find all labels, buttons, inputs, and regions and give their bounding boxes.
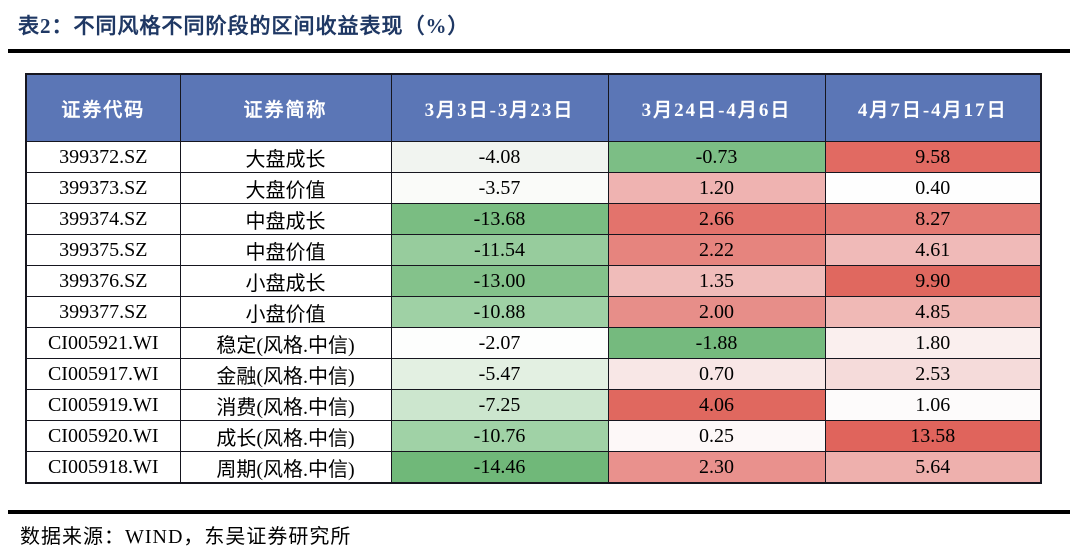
title-divider bbox=[8, 49, 1070, 53]
return-value-cell: 1.35 bbox=[607, 265, 826, 297]
security-name: 金融(风格.中信) bbox=[179, 358, 392, 390]
return-value-cell: 5.64 bbox=[824, 451, 1042, 484]
return-value-cell: 2.22 bbox=[607, 234, 826, 266]
security-code: 399375.SZ bbox=[25, 234, 181, 266]
security-code: 399372.SZ bbox=[25, 141, 181, 173]
return-value-cell: -13.00 bbox=[390, 265, 609, 297]
return-value-cell: -2.07 bbox=[390, 327, 609, 359]
return-value-cell: 1.80 bbox=[824, 327, 1042, 359]
data-source: 数据来源：WIND，东吴证券研究所 bbox=[20, 526, 352, 548]
returns-table: 证券代码 证券简称 3月3日-3月23日 3月24日-4月6日 4月7日-4月17日 3… bbox=[25, 73, 1042, 484]
security-name: 小盘价值 bbox=[179, 296, 392, 328]
table-row: 399374.SZ 中盘成长 -13.68 2.66 8.27 bbox=[25, 203, 1042, 235]
table-row: 399376.SZ 小盘成长 -13.00 1.35 9.90 bbox=[25, 265, 1042, 297]
return-value-cell: -1.88 bbox=[607, 327, 826, 359]
return-value-cell: 8.27 bbox=[824, 203, 1042, 235]
column-header: 3月3日-3月23日 bbox=[390, 73, 609, 142]
return-value-cell: 9.58 bbox=[824, 141, 1042, 173]
table-row: 399377.SZ 小盘价值 -10.88 2.00 4.85 bbox=[25, 296, 1042, 328]
footer-divider bbox=[8, 510, 1070, 514]
return-value-cell: -11.54 bbox=[390, 234, 609, 266]
table-row: CI005917.WI 金融(风格.中信) -5.47 0.70 2.53 bbox=[25, 358, 1042, 390]
security-name: 周期(风格.中信) bbox=[179, 451, 392, 484]
return-value-cell: 0.40 bbox=[824, 172, 1042, 204]
return-value-cell: 2.30 bbox=[607, 451, 826, 484]
table-title: 表2：不同风格不同阶段的区间收益表现（%） bbox=[18, 14, 470, 38]
table-row: 399372.SZ 大盘成长 -4.08 -0.73 9.58 bbox=[25, 141, 1042, 173]
return-value-cell: -4.08 bbox=[390, 141, 609, 173]
return-value-cell: 0.70 bbox=[607, 358, 826, 390]
security-name: 消费(风格.中信) bbox=[179, 389, 392, 421]
return-value-cell: 4.61 bbox=[824, 234, 1042, 266]
return-value-cell: 2.66 bbox=[607, 203, 826, 235]
table-row: 399373.SZ 大盘价值 -3.57 1.20 0.40 bbox=[25, 172, 1042, 204]
return-value-cell: 1.20 bbox=[607, 172, 826, 204]
return-value-cell: 0.25 bbox=[607, 420, 826, 452]
security-code: CI005917.WI bbox=[25, 358, 181, 390]
return-value-cell: 4.85 bbox=[824, 296, 1042, 328]
security-name: 小盘成长 bbox=[179, 265, 392, 297]
header-row: 证券代码 证券简称 3月3日-3月23日 3月24日-4月6日 4月7日-4月17日 bbox=[25, 73, 1042, 142]
security-code: CI005920.WI bbox=[25, 420, 181, 452]
security-code: CI005921.WI bbox=[25, 327, 181, 359]
return-value-cell: -7.25 bbox=[390, 389, 609, 421]
security-code: 399373.SZ bbox=[25, 172, 181, 204]
return-value-cell: 9.90 bbox=[824, 265, 1042, 297]
return-value-cell: -10.76 bbox=[390, 420, 609, 452]
return-value-cell: -5.47 bbox=[390, 358, 609, 390]
security-name: 中盘价值 bbox=[179, 234, 392, 266]
table-row: CI005920.WI 成长(风格.中信) -10.76 0.25 13.58 bbox=[25, 420, 1042, 452]
return-value-cell: 1.06 bbox=[824, 389, 1042, 421]
return-value-cell: 2.00 bbox=[607, 296, 826, 328]
column-header: 3月24日-4月6日 bbox=[607, 73, 826, 142]
security-code: CI005918.WI bbox=[25, 451, 181, 484]
security-code: 399376.SZ bbox=[25, 265, 181, 297]
return-value-cell: 4.06 bbox=[607, 389, 826, 421]
table-row: CI005921.WI 稳定(风格.中信) -2.07 -1.88 1.80 bbox=[25, 327, 1042, 359]
return-value-cell: 2.53 bbox=[824, 358, 1042, 390]
return-value-cell: -3.57 bbox=[390, 172, 609, 204]
security-name: 成长(风格.中信) bbox=[179, 420, 392, 452]
security-name: 大盘成长 bbox=[179, 141, 392, 173]
column-header: 证券简称 bbox=[179, 73, 392, 142]
return-value-cell: 13.58 bbox=[824, 420, 1042, 452]
return-value-cell: -13.68 bbox=[390, 203, 609, 235]
security-code: 399374.SZ bbox=[25, 203, 181, 235]
table-body: 399372.SZ 大盘成长 -4.08 -0.73 9.58 399373.SZ 大盘价值… bbox=[25, 141, 1042, 484]
security-code: CI005919.WI bbox=[25, 389, 181, 421]
security-code: 399377.SZ bbox=[25, 296, 181, 328]
security-name: 大盘价值 bbox=[179, 172, 392, 204]
table-row: CI005919.WI 消费(风格.中信) -7.25 4.06 1.06 bbox=[25, 389, 1042, 421]
return-value-cell: -14.46 bbox=[390, 451, 609, 484]
table-row: 399375.SZ 中盘价值 -11.54 2.22 4.61 bbox=[25, 234, 1042, 266]
column-header: 4月7日-4月17日 bbox=[824, 73, 1042, 142]
return-value-cell: -0.73 bbox=[607, 141, 826, 173]
column-header: 证券代码 bbox=[25, 73, 181, 142]
table-row: CI005918.WI 周期(风格.中信) -14.46 2.30 5.64 bbox=[25, 451, 1042, 484]
security-name: 中盘成长 bbox=[179, 203, 392, 235]
security-name: 稳定(风格.中信) bbox=[179, 327, 392, 359]
return-value-cell: -10.88 bbox=[390, 296, 609, 328]
